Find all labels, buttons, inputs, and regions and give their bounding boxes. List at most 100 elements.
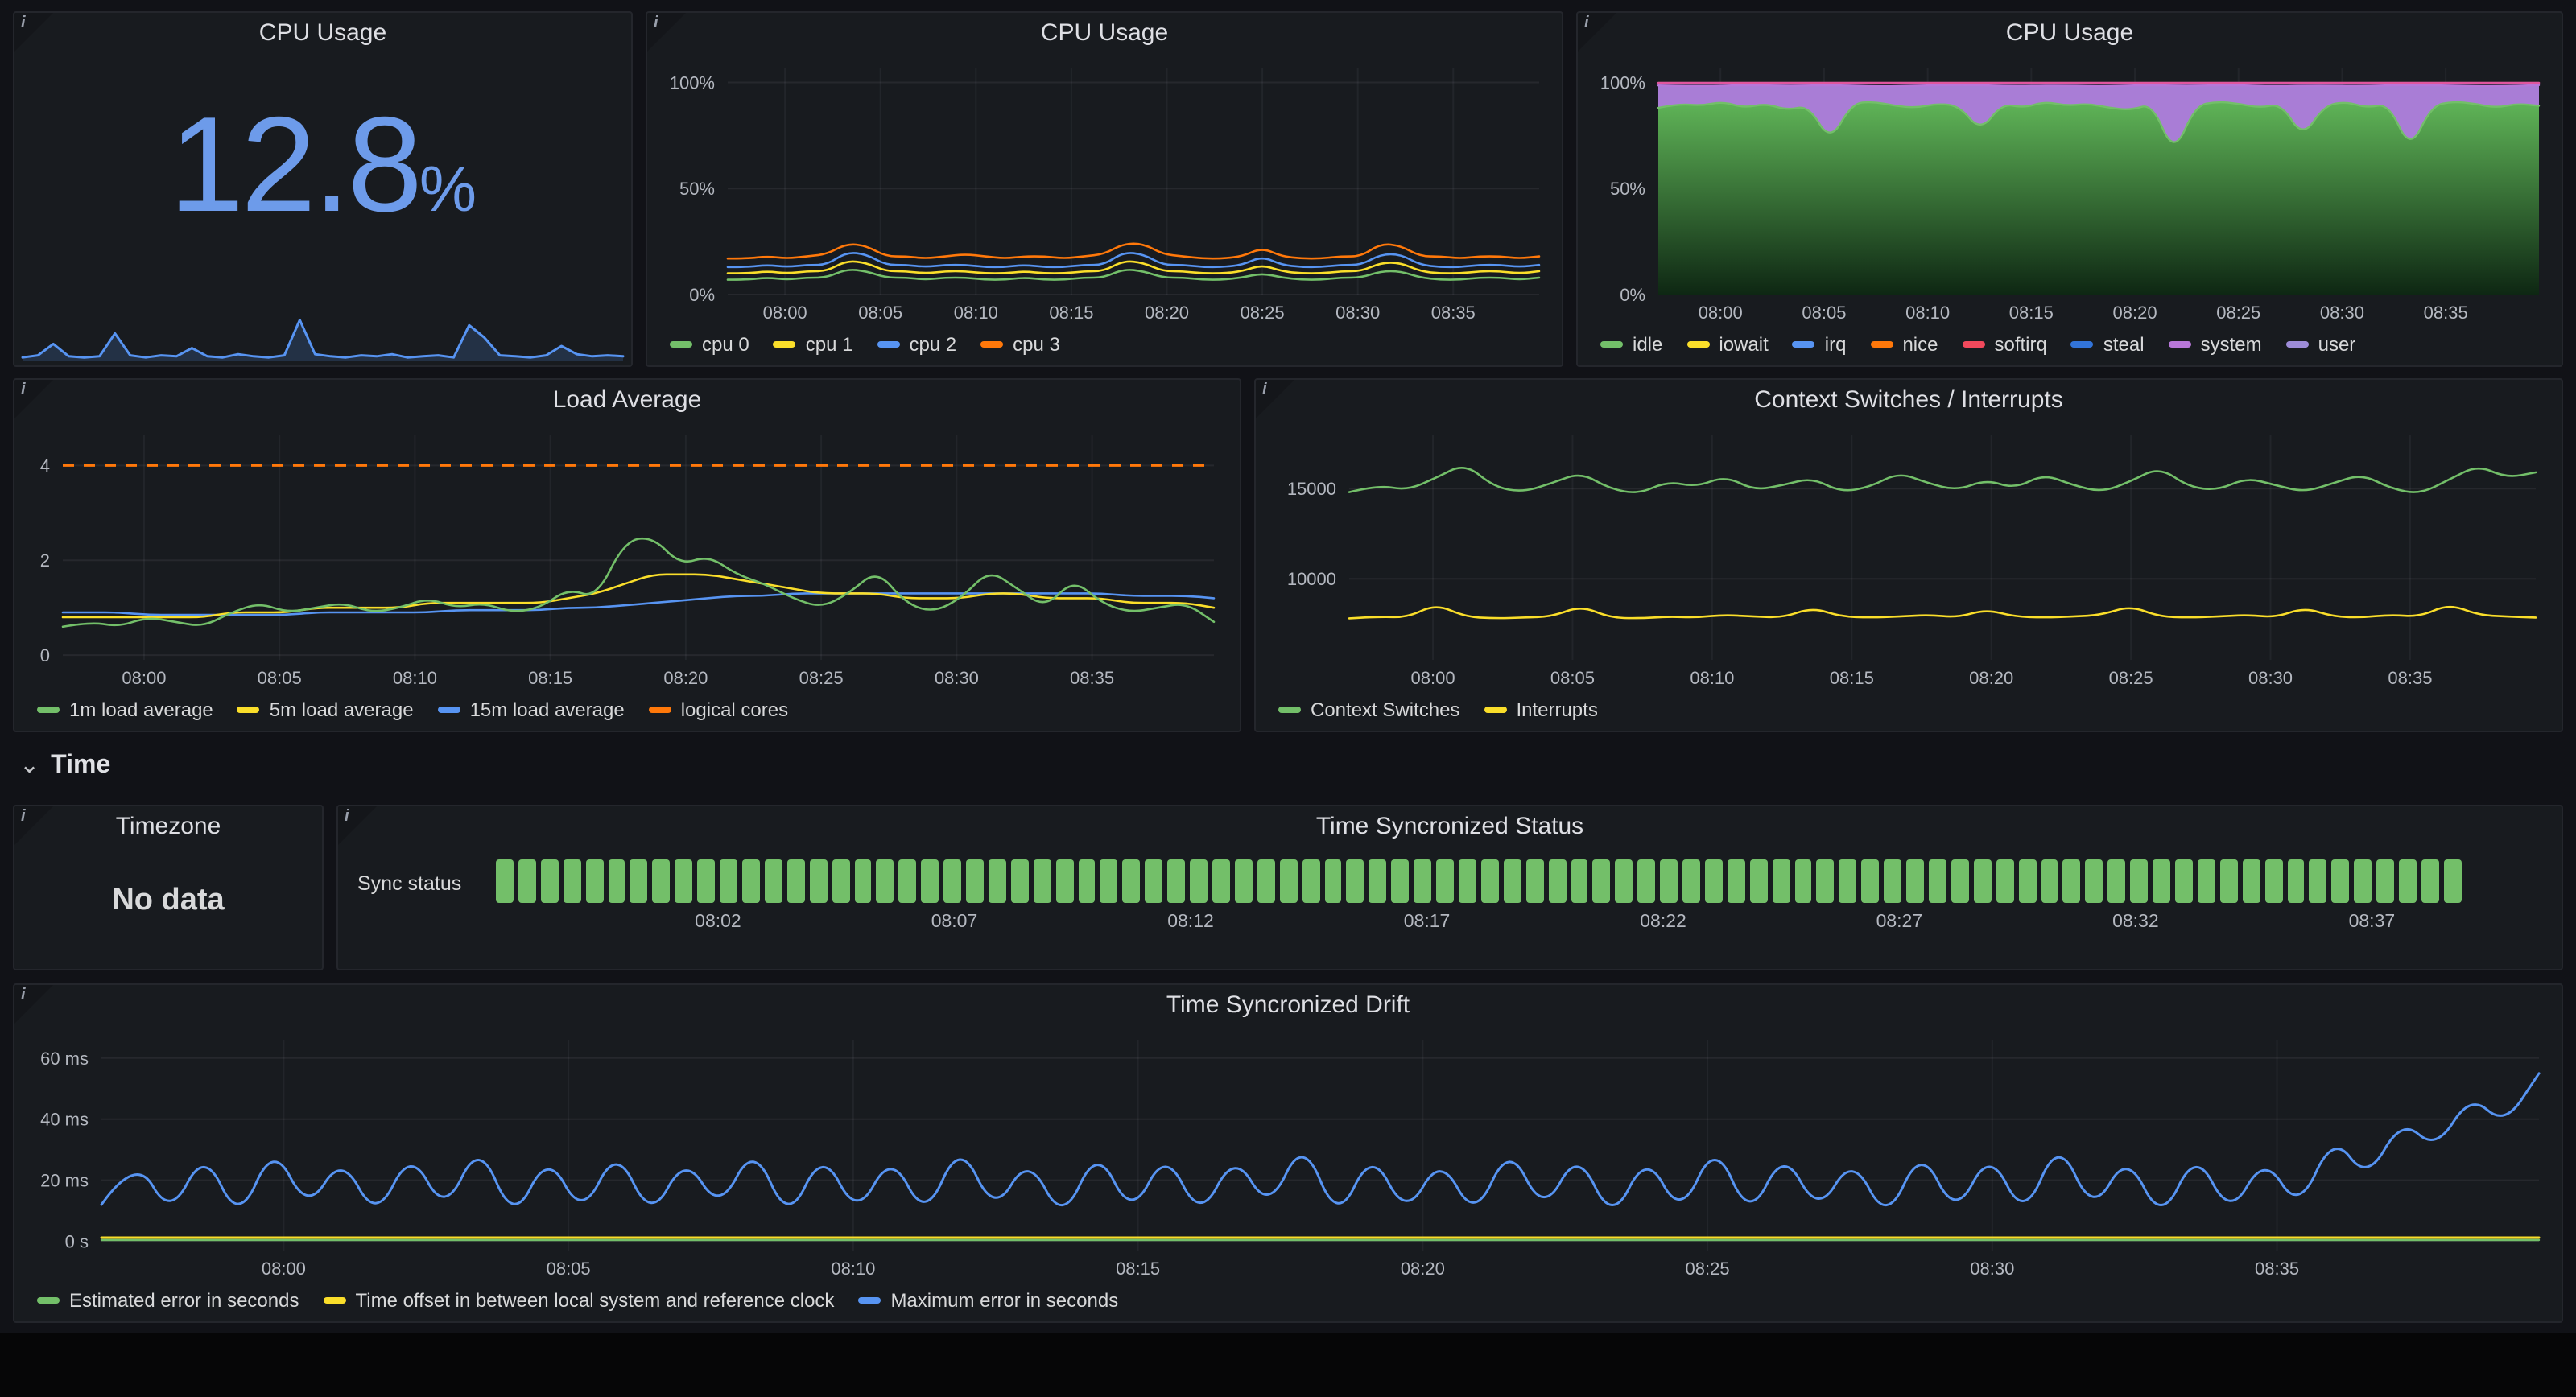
status-bar xyxy=(2219,859,2238,903)
status-bar xyxy=(1033,859,1051,903)
panel-title-sync-drift[interactable]: Time Syncronized Drift xyxy=(1166,991,1410,1019)
status-bar xyxy=(1302,859,1320,903)
status-bar xyxy=(1929,859,1946,903)
load-average-legend: 1m load average 5m load average 15m load a… xyxy=(14,692,1240,731)
legend-item-nice[interactable]: nice xyxy=(1870,333,1938,356)
legend-item-15m-load-average[interactable]: 15m load average xyxy=(437,698,625,721)
svg-text:0%: 0% xyxy=(689,285,715,305)
legend-item-interrupts[interactable]: Interrupts xyxy=(1484,698,1598,721)
status-bar xyxy=(540,859,559,903)
legend-item-cpu-0[interactable]: cpu 0 xyxy=(670,333,749,356)
svg-text:15000: 15000 xyxy=(1287,479,1336,499)
status-bar xyxy=(608,859,625,903)
svg-text:08:05: 08:05 xyxy=(858,303,902,323)
x-tick-label: 08:02 xyxy=(695,913,741,932)
panel-title-sync-status[interactable]: Time Syncronized Status xyxy=(1315,813,1584,840)
panel-info-icon[interactable]: i xyxy=(338,806,377,845)
status-bar xyxy=(2421,859,2439,903)
status-bar xyxy=(1234,859,1253,903)
status-bar xyxy=(1010,859,1029,903)
panel-title-load-average[interactable]: Load Average xyxy=(552,386,702,414)
status-bar xyxy=(966,859,984,903)
status-bar xyxy=(1704,859,1723,903)
sync-drift-legend: Estimated error in seconds Time offset in… xyxy=(14,1283,2562,1321)
stat-number: 12.8 xyxy=(168,89,423,240)
x-tick-label: 08:37 xyxy=(2348,913,2396,932)
legend-item-cpu-2[interactable]: cpu 2 xyxy=(877,333,956,356)
status-bar xyxy=(2107,859,2126,903)
status-bar xyxy=(921,859,939,903)
cpu-cores-chart-svg: 0% 50% 100% 08:00 08:05 08:10 08:15 08:20 08:25 0… xyxy=(670,68,1541,323)
panel-info-icon[interactable]: i xyxy=(1256,380,1294,418)
panel-title-cpu-usage-modes[interactable]: CPU Usage xyxy=(2005,19,2134,47)
legend-item-estimated-error-in-seconds[interactable]: Estimated error in seconds xyxy=(37,1289,299,1312)
status-bar xyxy=(2287,859,2305,903)
svg-text:08:10: 08:10 xyxy=(831,1259,875,1279)
svg-text:08:05: 08:05 xyxy=(258,668,302,688)
legend-item-steal[interactable]: steal xyxy=(2070,333,2145,356)
legend-item-5m-load-average[interactable]: 5m load average xyxy=(237,698,414,721)
legend-label: system xyxy=(2200,333,2262,356)
svg-text:08:15: 08:15 xyxy=(2009,303,2054,323)
panel-time-sync-drift: i Time Syncronized Drift 0 s 20 ms 40 ms 60… xyxy=(13,983,2563,1323)
legend-swatch-icon xyxy=(670,341,692,348)
legend-item-user[interactable]: user xyxy=(2285,333,2355,356)
legend-swatch-icon xyxy=(37,707,60,713)
panel-info-icon[interactable]: i xyxy=(14,380,53,418)
legend-item-idle[interactable]: idle xyxy=(1600,333,1662,356)
status-bar xyxy=(1951,859,1969,903)
status-bar xyxy=(652,859,671,903)
legend-label: iowait xyxy=(1719,333,1769,356)
sync-status-x-axis: 08:02 08:07 08:12 08:17 08:22 08:27 08:32 08:37 xyxy=(496,909,2462,938)
panel-info-icon[interactable]: i xyxy=(1578,13,1616,52)
svg-text:08:35: 08:35 xyxy=(2255,1259,2299,1279)
panel-info-icon[interactable]: i xyxy=(647,13,686,52)
panel-title-cpu-usage-cores[interactable]: CPU Usage xyxy=(1040,19,1169,47)
legend-item-maximum-error-in-seconds[interactable]: Maximum error in seconds xyxy=(858,1289,1118,1312)
svg-text:100%: 100% xyxy=(1600,72,1645,93)
stat-sparkline-chart-svg xyxy=(21,319,625,361)
x-tick-label: 08:07 xyxy=(931,913,978,932)
legend-swatch-icon xyxy=(1484,707,1507,713)
section-row-time[interactable]: ⌄ Time xyxy=(19,747,110,785)
status-bar xyxy=(988,859,1006,903)
legend-item-irq[interactable]: irq xyxy=(1792,333,1846,356)
legend-item-context-switches[interactable]: Context Switches xyxy=(1278,698,1459,721)
svg-text:08:00: 08:00 xyxy=(763,303,807,323)
x-tick-label: 08:17 xyxy=(1403,913,1451,932)
svg-text:08:15: 08:15 xyxy=(528,668,572,688)
legend-item-1m-load-average[interactable]: 1m load average xyxy=(37,698,213,721)
info-i-glyph: i xyxy=(1262,381,1267,399)
info-i-glyph: i xyxy=(654,14,658,32)
svg-text:0: 0 xyxy=(40,645,50,666)
legend-item-time-offset-in-between-local-system-and-reference-clock[interactable]: Time offset in between local system and … xyxy=(323,1289,834,1312)
panel-title-cpu-usage-stat[interactable]: CPU Usage xyxy=(258,19,387,47)
panel-info-icon[interactable]: i xyxy=(14,985,53,1024)
svg-text:08:05: 08:05 xyxy=(1802,303,1846,323)
legend-label: 15m load average xyxy=(469,698,625,721)
status-bar xyxy=(1884,859,1902,903)
legend-item-iowait[interactable]: iowait xyxy=(1686,333,1769,356)
svg-text:40 ms: 40 ms xyxy=(40,1110,89,1130)
svg-text:08:25: 08:25 xyxy=(1241,303,1285,323)
legend-item-cpu-3[interactable]: cpu 3 xyxy=(980,333,1060,356)
svg-text:08:25: 08:25 xyxy=(2109,668,2153,688)
status-bar xyxy=(1548,859,1566,903)
legend-item-logical-cores[interactable]: logical cores xyxy=(648,698,788,721)
legend-item-system[interactable]: system xyxy=(2168,333,2262,356)
panel-title-timezone[interactable]: Timezone xyxy=(115,813,221,840)
sync-status-series-label[interactable]: Sync status xyxy=(357,872,462,895)
status-bar xyxy=(1100,859,1118,903)
status-bar xyxy=(1122,859,1141,903)
svg-text:08:20: 08:20 xyxy=(1969,668,2013,688)
x-tick-label: 08:27 xyxy=(1876,913,1923,932)
legend-item-cpu-1[interactable]: cpu 1 xyxy=(773,333,853,356)
panel-info-icon[interactable]: i xyxy=(14,13,53,52)
legend-label: cpu 1 xyxy=(805,333,853,356)
panel-info-icon[interactable]: i xyxy=(14,806,53,845)
status-bar xyxy=(518,859,536,903)
panel-title-context-switches[interactable]: Context Switches / Interrupts xyxy=(1754,386,2063,414)
svg-text:08:20: 08:20 xyxy=(2113,303,2157,323)
panel-load-average: i Load Average 0 2 4 08:00 08:05 08:10 08:15 08… xyxy=(13,378,1241,732)
legend-item-softirq[interactable]: softirq xyxy=(1962,333,2047,356)
